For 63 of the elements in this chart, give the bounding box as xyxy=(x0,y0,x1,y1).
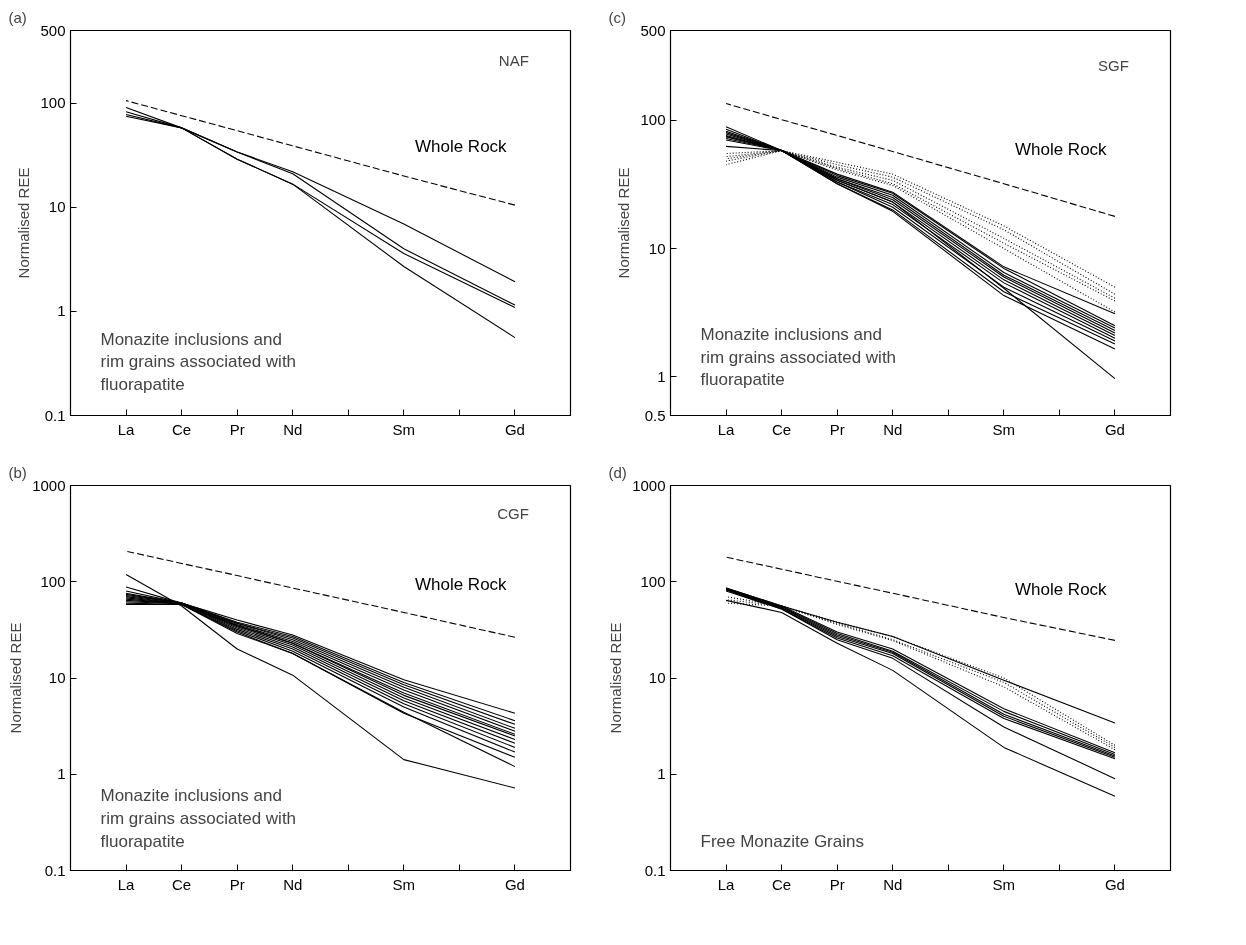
annotation: Free Monazite Grains xyxy=(700,831,864,851)
x-tick-label: La xyxy=(117,875,136,893)
x-tick-label: Ce xyxy=(172,875,192,893)
annotation: Monazite inclusions and rim grains associated with fluorapatite xyxy=(100,329,297,395)
x-tick-label: Gd xyxy=(504,420,525,438)
x-tick-label: Gd xyxy=(504,875,525,893)
x-tick-label: Nd xyxy=(283,420,303,438)
chart-title: (a) xyxy=(8,8,27,26)
series-label: Whole Rock xyxy=(414,575,508,595)
x-tick-label: Nd xyxy=(283,875,303,893)
y-tick-label: 1000 xyxy=(632,476,666,494)
y-tick-label: 0.1 xyxy=(44,406,66,424)
y-tick-label: 10 xyxy=(648,669,666,686)
y-tick-label: 100 xyxy=(640,572,666,590)
x-tick-label: Ce xyxy=(772,420,792,438)
chart-title: (c) xyxy=(608,8,626,26)
x-tick-label: Sm xyxy=(992,875,1016,893)
y-tick-label: 100 xyxy=(40,572,66,590)
chart-title: (d) xyxy=(608,463,627,481)
y-tick-label: 100 xyxy=(40,94,66,112)
y-tick-label: 1 xyxy=(57,302,66,320)
x-tick-label: Pr xyxy=(829,875,845,893)
series-label: Whole Rock xyxy=(1014,140,1108,160)
x-tick-label: Ce xyxy=(172,420,192,438)
x-tick-label: Pr xyxy=(229,875,245,893)
x-tick-label: La xyxy=(117,420,136,438)
y-tick-label: 100 xyxy=(640,111,666,129)
y-tick-label: 1 xyxy=(657,765,666,783)
x-tick-label: Ce xyxy=(772,875,792,893)
y-tick-label: 1000 xyxy=(32,476,66,494)
y-tick-label: 10 xyxy=(48,669,66,686)
x-tick-label: Sm xyxy=(992,420,1016,438)
y-axis-title: Normalised REE xyxy=(607,622,625,734)
y-tick-label: 0.5 xyxy=(644,406,666,424)
y-tick-label: 10 xyxy=(48,198,66,216)
text: CGF xyxy=(497,505,529,523)
x-tick-label: Sm xyxy=(392,875,416,893)
x-tick-label: Gd xyxy=(1104,420,1125,438)
annotation: Monazite inclusions and rim grains associated with fluorapatite xyxy=(700,324,897,390)
text: NAF xyxy=(498,51,529,69)
series-label: Whole Rock xyxy=(1014,580,1108,600)
x-tick-label: Sm xyxy=(392,420,416,438)
x-tick-label: Nd xyxy=(883,875,903,893)
y-tick-label: 500 xyxy=(640,21,666,39)
annotation: Monazite inclusions and rim grains associated with fluorapatite xyxy=(100,786,297,851)
y-axis-title: Normalised REE xyxy=(7,622,25,734)
x-tick-label: Pr xyxy=(829,420,845,438)
y-tick-label: 500 xyxy=(40,21,66,39)
x-tick-label: La xyxy=(717,875,736,893)
text: SGF xyxy=(1098,56,1129,74)
y-tick-label: 10 xyxy=(648,239,666,257)
y-tick-label: 0.1 xyxy=(44,861,66,879)
y-tick-label: 0.1 xyxy=(644,861,666,879)
x-tick-label: Pr xyxy=(229,420,245,438)
chart-title: (b) xyxy=(8,463,27,481)
x-tick-label: La xyxy=(717,420,736,438)
x-tick-label: Gd xyxy=(1104,875,1125,893)
series-label: Whole Rock xyxy=(414,137,508,157)
x-tick-label: Nd xyxy=(883,420,903,438)
y-axis-title: Normalised REE xyxy=(615,167,633,279)
y-axis-title: Normalised REE xyxy=(15,167,33,279)
y-tick-label: 1 xyxy=(57,765,66,783)
y-tick-label: 1 xyxy=(657,367,666,385)
